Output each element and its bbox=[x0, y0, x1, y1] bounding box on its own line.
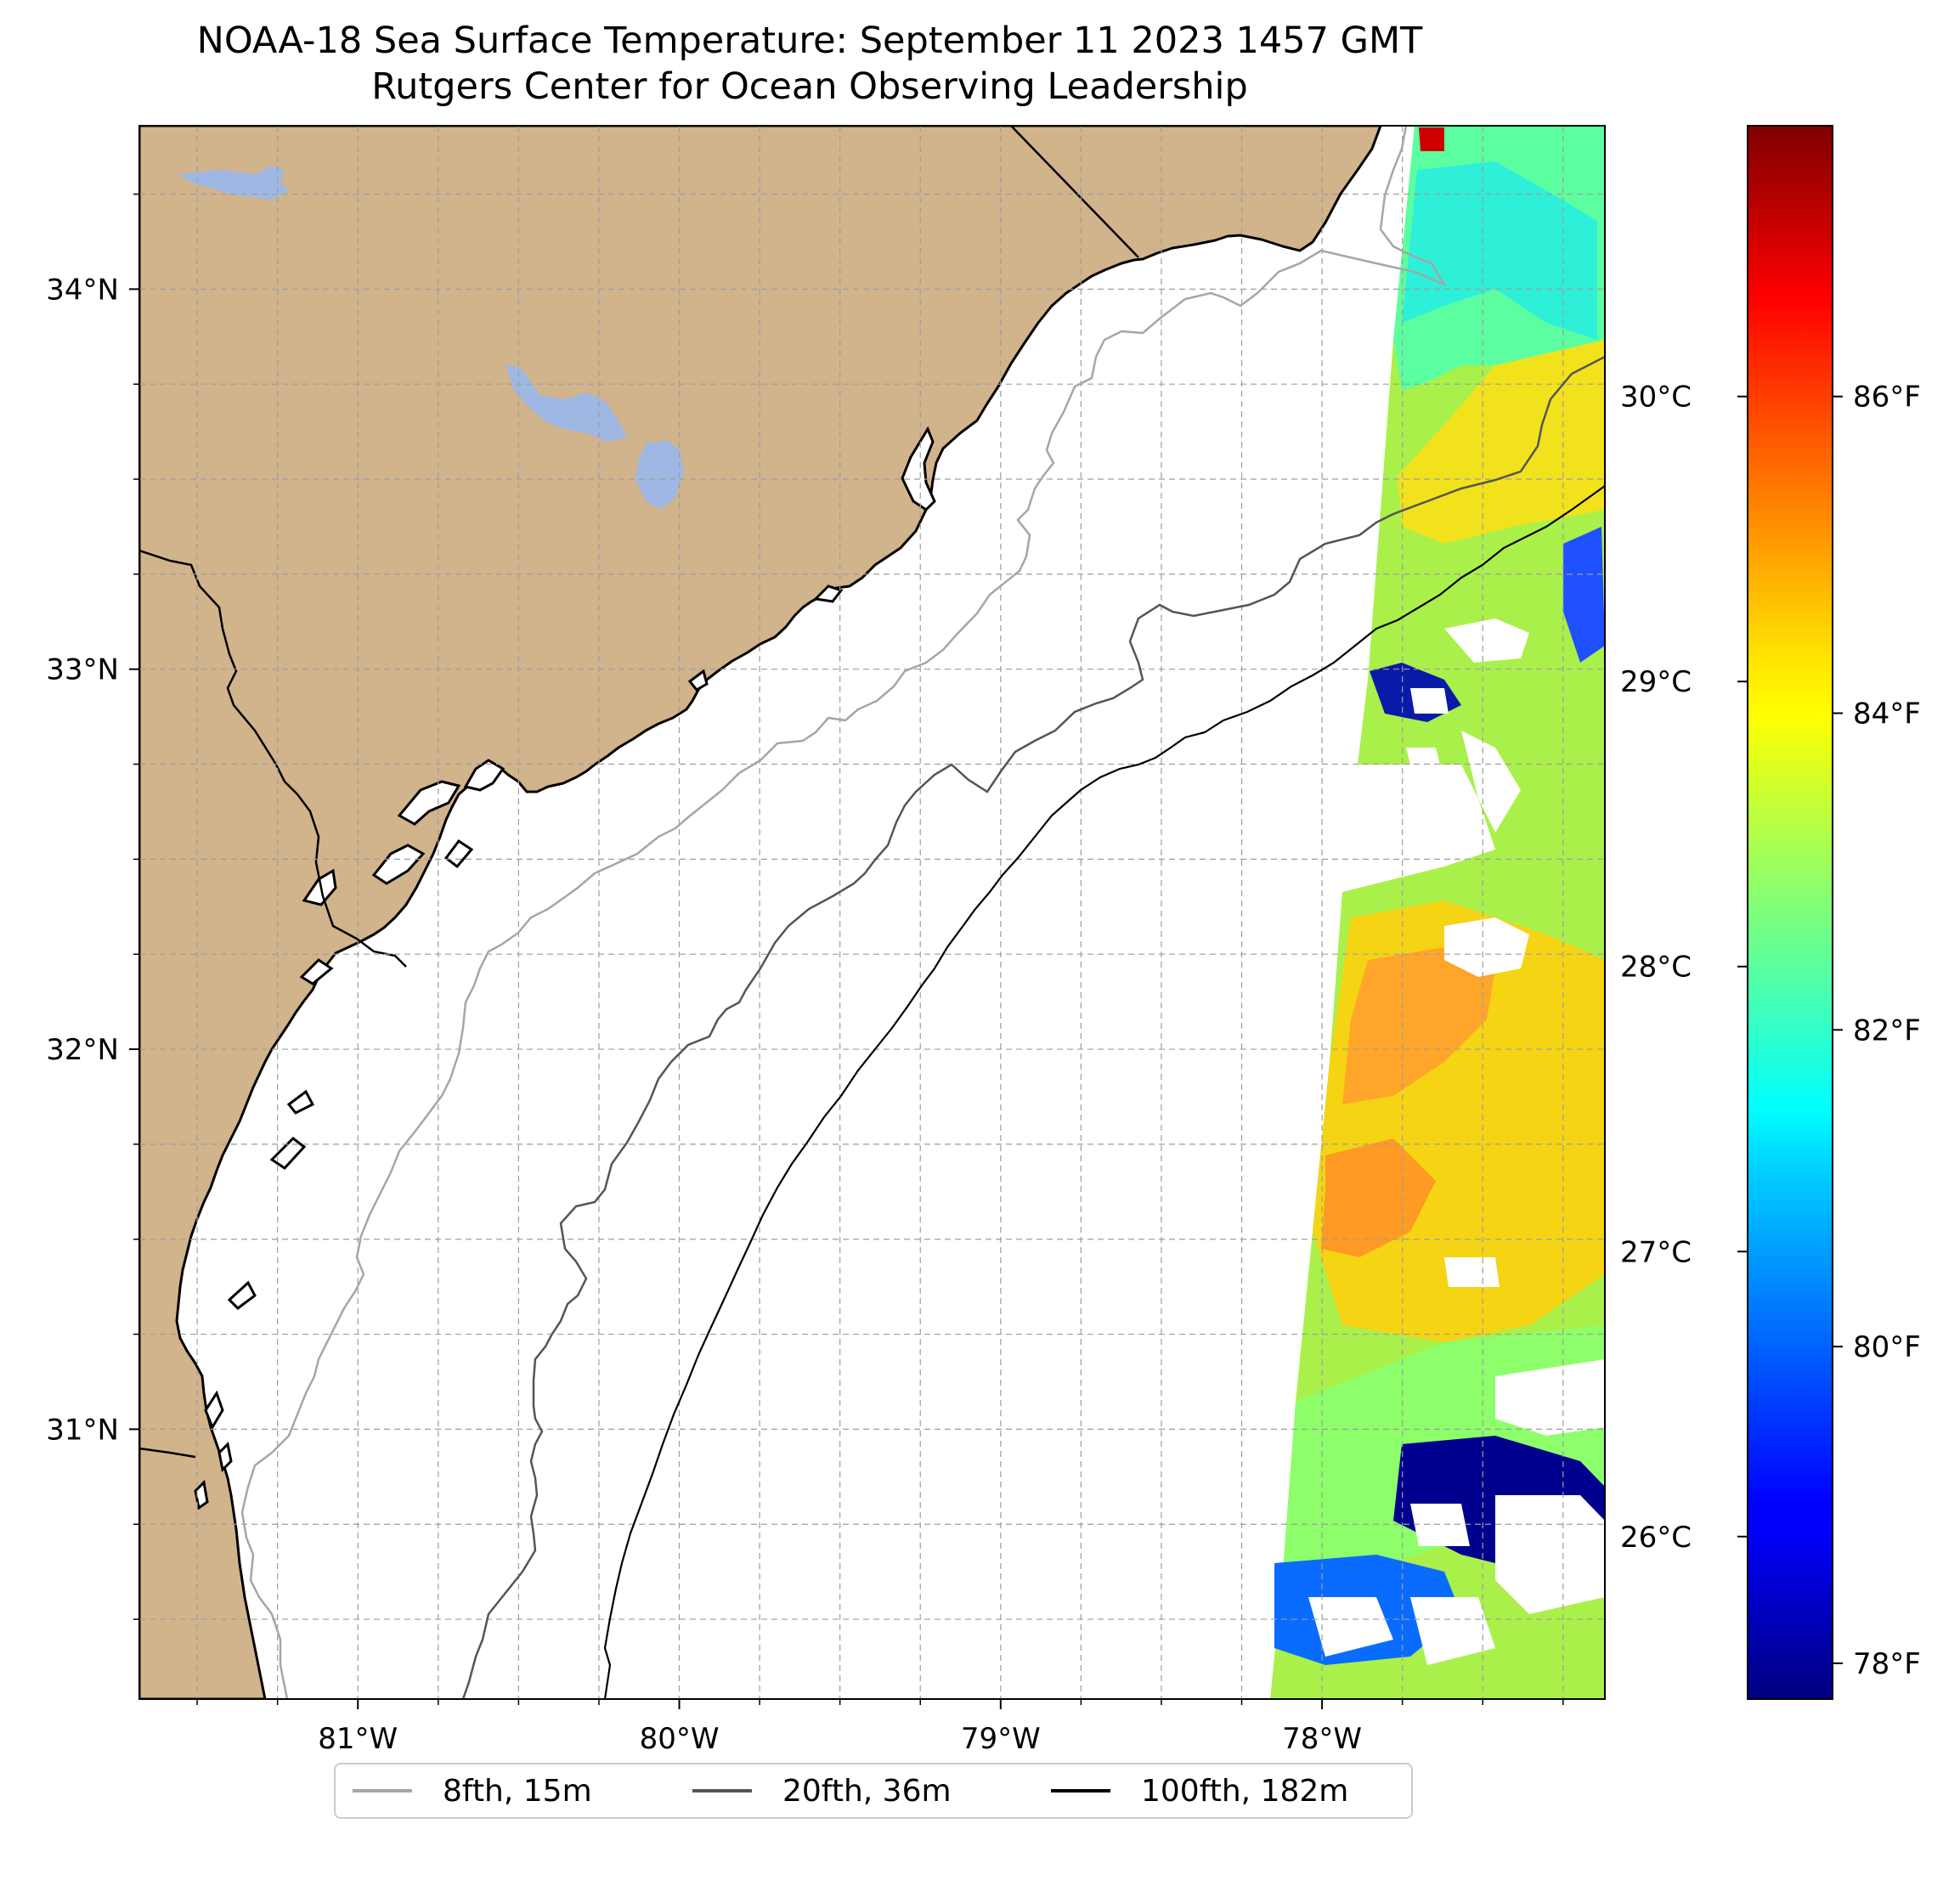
legend-line-100fth bbox=[1051, 1789, 1110, 1792]
sst-hot-region-2 bbox=[1321, 1138, 1436, 1257]
sst-hot-region-1 bbox=[1342, 947, 1495, 1104]
map-panel bbox=[139, 126, 1605, 1699]
colorbar-fahrenheit-label: 84°F bbox=[1853, 697, 1921, 731]
colorbar-ticks: 26°C 27°C 28°C 29°C 30°C 78°F 80°F 82°F 84°F 86°F bbox=[1620, 381, 1921, 1681]
colorbar-celsius-label: 29°C bbox=[1620, 665, 1692, 699]
lon-tick-label: 79°W bbox=[961, 1722, 1041, 1756]
colorbar-celsius-label: 27°C bbox=[1620, 1235, 1692, 1269]
lon-tick-label: 81°W bbox=[318, 1722, 398, 1756]
colorbar-fahrenheit-label: 80°F bbox=[1853, 1330, 1921, 1364]
chart-subtitle: Rutgers Center for Ocean Observing Leade… bbox=[371, 65, 1248, 108]
isobath-20fth bbox=[461, 355, 1605, 1699]
legend-line-20fth bbox=[692, 1789, 752, 1792]
legend-item-8fth: 8fth, 15m bbox=[353, 1764, 592, 1817]
legend-label-100fth: 100fth, 182m bbox=[1141, 1773, 1349, 1809]
legend-item-100fth: 100fth, 182m bbox=[1051, 1764, 1348, 1817]
legend-item-20fth: 20fth, 36m bbox=[692, 1764, 952, 1817]
lat-tick-label: 34°N bbox=[46, 273, 119, 307]
chart-title: NOAA-18 Sea Surface Temperature: Septemb… bbox=[196, 20, 1423, 62]
gridlines bbox=[139, 126, 1605, 1699]
lon-tick-label: 80°W bbox=[640, 1722, 720, 1756]
isobath-100fth bbox=[603, 485, 1605, 1699]
colorbar-celsius-label: 28°C bbox=[1620, 951, 1692, 985]
cloud-gaps bbox=[1308, 618, 1605, 1665]
lat-tick-label: 31°N bbox=[46, 1413, 119, 1447]
lat-tick-label: 32°N bbox=[46, 1033, 119, 1067]
colorbar-celsius-label: 30°C bbox=[1620, 381, 1692, 415]
legend-label-20fth: 20fth, 36m bbox=[782, 1773, 952, 1809]
colorbar-celsius-label: 26°C bbox=[1620, 1521, 1692, 1555]
colorbar-gradient bbox=[1747, 125, 1833, 1700]
legend-label-8fth: 8fth, 15m bbox=[443, 1773, 592, 1809]
colorbar-fahrenheit-label: 78°F bbox=[1853, 1647, 1921, 1681]
isobath-8fth bbox=[240, 126, 1448, 1699]
map-frame bbox=[138, 125, 1606, 1700]
coastal-islands bbox=[194, 426, 936, 1510]
map-axes: 81°W 80°W 79°W 78°W 34°N 33°N 32°N 31°N bbox=[46, 193, 1564, 1756]
legend-line-8fth bbox=[353, 1789, 412, 1792]
sst-cool-band-top bbox=[1402, 161, 1597, 340]
inland-lakes bbox=[178, 166, 684, 510]
lat-tick-label: 33°N bbox=[46, 653, 119, 687]
isobath-legend: 8fth, 15m 20fth, 36m 100fth, 182m bbox=[334, 1763, 1413, 1819]
colorbar: 26°C 27°C 28°C 29°C 30°C 78°F 80°F 82°F 84°F 86°F bbox=[1620, 125, 1921, 1700]
sst-cold-patch-2 bbox=[1563, 527, 1605, 663]
colorbar-fahrenheit-label: 82°F bbox=[1853, 1013, 1921, 1047]
lon-tick-label: 78°W bbox=[1282, 1722, 1362, 1756]
sst-swath bbox=[1270, 126, 1605, 1699]
sst-max-spot bbox=[1419, 127, 1444, 151]
colorbar-fahrenheit-label: 86°F bbox=[1853, 381, 1921, 415]
